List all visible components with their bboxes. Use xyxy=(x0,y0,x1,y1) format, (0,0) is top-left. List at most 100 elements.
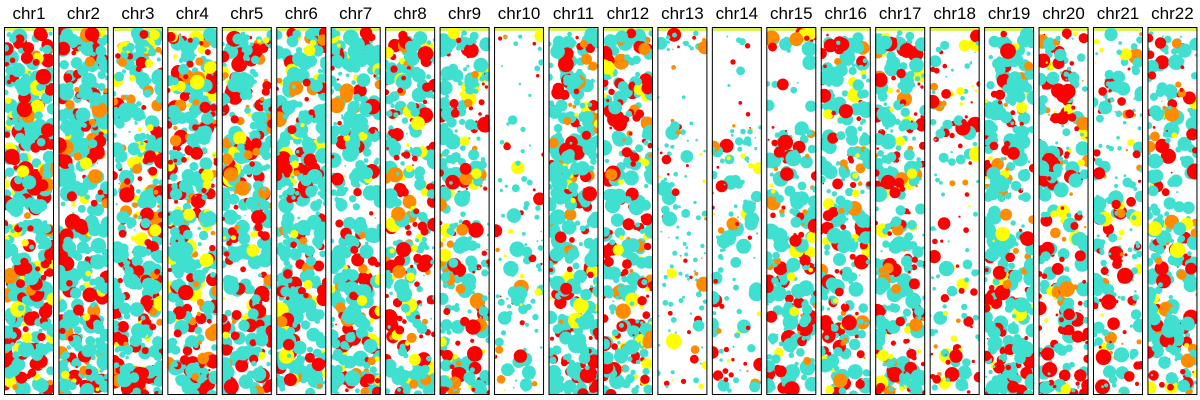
data-point xyxy=(548,62,554,68)
data-point xyxy=(683,40,689,47)
data-point xyxy=(233,152,241,159)
data-point xyxy=(222,331,230,339)
data-point xyxy=(560,338,564,343)
data-point xyxy=(265,324,272,337)
data-point xyxy=(416,366,419,369)
data-point xyxy=(471,379,487,395)
data-point xyxy=(232,246,247,260)
data-point xyxy=(478,112,482,116)
data-point xyxy=(680,378,687,384)
data-point xyxy=(119,351,126,358)
data-point xyxy=(499,295,502,298)
data-point xyxy=(157,390,163,395)
data-point xyxy=(345,388,349,393)
data-point xyxy=(312,45,324,57)
data-point xyxy=(36,137,46,147)
data-point xyxy=(804,153,810,159)
data-point xyxy=(65,100,75,110)
data-point xyxy=(646,165,653,178)
data-point xyxy=(494,224,503,238)
data-point xyxy=(223,279,240,295)
panel-dots xyxy=(4,27,54,395)
data-point xyxy=(625,110,633,118)
data-point xyxy=(776,333,779,336)
panel-border xyxy=(58,27,109,395)
data-point xyxy=(396,242,411,258)
data-point xyxy=(405,40,417,53)
data-point xyxy=(103,88,109,94)
data-point xyxy=(717,267,724,273)
data-point xyxy=(503,254,507,258)
data-point xyxy=(592,327,599,337)
data-point xyxy=(552,42,559,49)
data-point xyxy=(717,379,730,392)
data-point xyxy=(186,199,192,204)
panel-chr14: chr14 xyxy=(711,4,762,395)
data-point xyxy=(445,94,449,99)
data-point xyxy=(468,106,474,111)
data-point xyxy=(252,147,261,156)
data-point xyxy=(844,302,847,305)
data-point xyxy=(260,96,265,102)
data-point xyxy=(852,189,860,198)
data-point xyxy=(802,246,808,252)
data-point xyxy=(374,68,381,76)
data-point xyxy=(840,54,846,60)
data-point xyxy=(611,343,618,350)
data-point xyxy=(791,319,797,325)
data-point xyxy=(199,157,213,171)
data-point xyxy=(10,228,15,234)
data-point xyxy=(178,63,189,75)
data-point xyxy=(820,315,832,327)
data-point xyxy=(701,361,708,370)
data-point xyxy=(602,351,614,365)
data-point xyxy=(506,297,509,300)
data-point xyxy=(182,346,193,356)
data-point xyxy=(133,31,140,37)
data-point xyxy=(849,338,861,351)
data-point xyxy=(61,28,73,41)
data-point xyxy=(233,204,239,210)
data-point xyxy=(103,99,109,105)
data-point xyxy=(742,139,749,146)
data-point xyxy=(112,171,118,181)
data-point xyxy=(304,96,310,102)
data-point xyxy=(75,365,79,369)
data-point xyxy=(360,102,372,114)
data-point xyxy=(374,217,377,219)
data-point xyxy=(146,124,154,132)
data-point xyxy=(569,237,575,243)
data-point xyxy=(551,175,568,192)
data-point xyxy=(682,295,685,299)
data-point xyxy=(169,173,178,182)
data-point xyxy=(358,352,366,361)
data-point xyxy=(4,225,10,234)
data-point xyxy=(560,359,568,367)
data-point xyxy=(548,310,558,325)
data-point xyxy=(449,181,453,185)
data-point xyxy=(330,364,336,374)
data-point xyxy=(521,246,533,258)
data-point xyxy=(501,65,503,68)
data-point xyxy=(700,257,703,259)
data-point xyxy=(554,231,567,243)
data-point xyxy=(602,92,607,99)
data-point xyxy=(296,150,300,154)
data-point xyxy=(296,219,312,236)
data-point xyxy=(528,144,532,147)
data-point xyxy=(537,245,544,251)
data-point xyxy=(767,138,770,141)
data-point xyxy=(62,239,75,253)
data-point xyxy=(85,270,92,277)
data-point xyxy=(393,154,400,161)
data-point xyxy=(802,209,808,215)
data-point xyxy=(35,232,47,245)
data-point xyxy=(85,364,91,370)
data-point xyxy=(183,254,193,264)
data-point xyxy=(302,78,311,87)
data-point xyxy=(562,168,572,178)
data-point xyxy=(422,318,428,325)
data-point xyxy=(749,127,751,129)
data-point xyxy=(577,388,589,395)
panel-header-strip xyxy=(330,27,381,31)
